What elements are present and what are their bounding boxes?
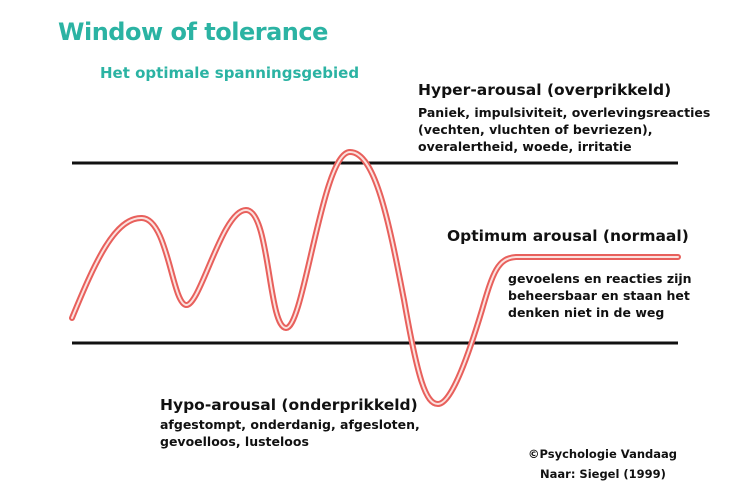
copyright-notice: ©Psychologie Vandaag: [528, 447, 677, 461]
page-title: Window of tolerance: [58, 18, 328, 46]
arousal-wave-highlight: [71, 151, 679, 405]
source-citation: Naar: Siegel (1999): [540, 467, 666, 481]
optimum-arousal-title: Optimum arousal (normaal): [447, 227, 689, 245]
hyper-arousal-title: Hyper-arousal (overprikkeld): [418, 81, 672, 99]
subtitle: Het optimale spanningsgebied: [100, 64, 360, 82]
hypo-arousal-description: afgestompt, onderdanig, afgesloten, gevo…: [160, 417, 420, 449]
hypo-arousal-title: Hypo-arousal (onderprikkeld): [160, 396, 418, 414]
optimum-arousal-description: gevoelens en reacties zijn beheersbaar e…: [508, 271, 692, 320]
hyper-arousal-description: Paniek, impulsiviteit, overlevingsreacti…: [418, 105, 711, 154]
